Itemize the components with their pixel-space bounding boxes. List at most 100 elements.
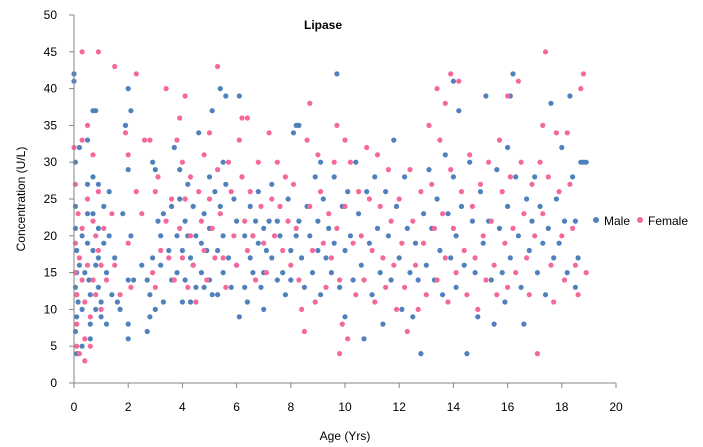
male-point [75, 299, 81, 305]
male-point [475, 314, 481, 320]
female-point [95, 49, 101, 55]
male-point [274, 218, 280, 224]
male-point [342, 314, 348, 320]
female-point [323, 284, 329, 290]
female-point [98, 262, 104, 268]
female-point [307, 100, 313, 106]
male-point [125, 336, 131, 342]
female-point [483, 277, 489, 283]
male-point [494, 167, 500, 173]
female-point [201, 247, 207, 254]
male-point [545, 225, 551, 231]
male-point [388, 277, 394, 283]
male-point [247, 255, 253, 261]
male-point [177, 167, 183, 173]
legend-marker-female [637, 217, 643, 223]
male-point [480, 240, 486, 246]
female-point [74, 292, 80, 298]
male-point [442, 152, 448, 158]
male-point [293, 233, 299, 239]
female-point [353, 292, 359, 298]
male-point [524, 196, 530, 202]
male-point [128, 108, 134, 114]
male-point [215, 292, 221, 298]
female-point [440, 211, 446, 217]
female-point [396, 196, 402, 202]
male-point [477, 189, 484, 195]
female-point [223, 284, 229, 290]
female-point [304, 137, 310, 143]
female-point [532, 233, 538, 239]
male-point [483, 93, 489, 99]
male-point [144, 277, 150, 283]
male-point [472, 270, 478, 276]
female-point [526, 292, 532, 298]
female-point [383, 284, 389, 290]
male-point [453, 284, 459, 290]
female-point [499, 189, 505, 195]
male-point [209, 292, 215, 298]
male-point [131, 277, 137, 283]
male-point [182, 218, 188, 224]
male-point [128, 233, 134, 239]
female-point [450, 225, 456, 231]
female-point [453, 270, 459, 276]
female-point [255, 159, 261, 165]
x-tick-label: 10 [338, 400, 352, 414]
male-point [117, 306, 123, 312]
male-point [570, 174, 576, 180]
male-point [393, 203, 400, 209]
male-point [261, 306, 267, 312]
male-point [187, 255, 194, 261]
female-point [505, 93, 511, 99]
male-point [236, 314, 242, 320]
female-point [467, 152, 473, 158]
legend-marker-male [593, 217, 599, 223]
male-point [350, 277, 356, 283]
male-point [95, 255, 101, 261]
female-point [434, 277, 440, 283]
male-point [515, 233, 522, 239]
male-point [76, 262, 82, 268]
female-point [95, 189, 101, 195]
x-tick-label: 14 [447, 400, 461, 414]
female-point [112, 262, 118, 268]
female-point [234, 262, 240, 268]
male-point [521, 321, 527, 327]
female-point [215, 167, 221, 173]
female-point [198, 218, 204, 224]
female-point [74, 343, 80, 349]
male-point [372, 174, 378, 180]
male-point [534, 270, 541, 276]
female-point [242, 218, 248, 224]
male-point [318, 159, 324, 165]
male-point [307, 233, 313, 239]
male-point [290, 130, 297, 136]
female-point [84, 122, 91, 128]
female-point [84, 262, 91, 268]
x-tick-label: 4 [179, 400, 186, 414]
male-point [453, 233, 459, 239]
male-point [106, 233, 112, 239]
female-point [212, 255, 218, 261]
male-point [90, 247, 96, 254]
male-point [90, 174, 96, 180]
male-point [109, 292, 115, 298]
male-point [169, 203, 175, 209]
male-point [174, 270, 180, 276]
male-point [244, 299, 250, 305]
female-point [231, 233, 237, 239]
female-point [580, 71, 587, 77]
female-point [521, 211, 527, 217]
male-point [139, 262, 145, 268]
female-point [567, 181, 573, 187]
female-point [87, 314, 93, 320]
male-point [296, 218, 302, 224]
female-point [109, 211, 115, 217]
male-point [421, 211, 427, 217]
female-point [163, 86, 169, 92]
female-point [477, 181, 484, 187]
female-point [423, 292, 429, 298]
x-tick-label: 8 [287, 400, 294, 414]
female-point [152, 284, 158, 290]
